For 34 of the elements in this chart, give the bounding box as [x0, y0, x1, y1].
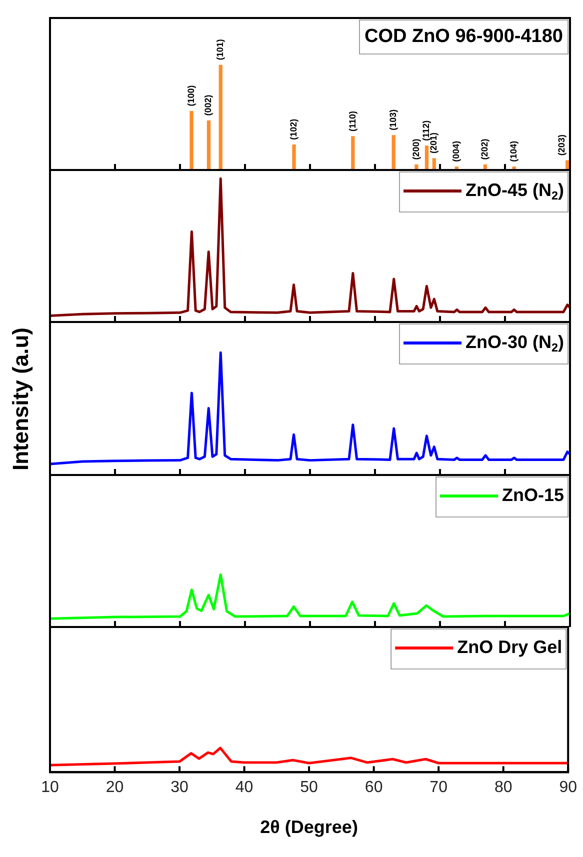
bar	[190, 110, 194, 170]
x-axis-title: 2θ (Degree)	[260, 817, 358, 838]
bar	[218, 64, 222, 170]
bar	[392, 135, 396, 170]
annotation: (110)	[347, 110, 358, 132]
annotation: (200)	[410, 138, 421, 160]
bar	[351, 136, 355, 170]
annotation: (104)	[508, 140, 519, 162]
annotation: (103)	[388, 109, 398, 130]
x-tick-label: 60	[364, 779, 383, 796]
x-tick-label: 20	[106, 779, 124, 796]
x-tick-label: 90	[559, 779, 578, 796]
y-axis-title: Intensity (a.u)	[8, 326, 34, 470]
annotation: (203)	[556, 134, 566, 156]
legend-label: ZnO Dry Gel	[457, 636, 562, 657]
bar	[424, 146, 429, 170]
annotation: (100)	[186, 85, 196, 106]
annotation: (002)	[203, 94, 214, 116]
chart-title: COD ZnO 96-900-4180	[364, 26, 564, 48]
legend-label: ZnO-15	[502, 484, 564, 505]
bar	[292, 144, 296, 170]
annotation: (102)	[288, 118, 298, 140]
x-tick-label: 40	[235, 779, 254, 796]
bar	[206, 120, 211, 170]
x-tick-label: 30	[170, 779, 189, 796]
annotation: (004)	[451, 140, 462, 162]
x-tick-label: 50	[300, 779, 318, 796]
x-tick-label: 10	[41, 779, 59, 796]
annotation: (112)	[421, 120, 432, 141]
annotation: (201)	[428, 132, 439, 154]
annotation: (202)	[480, 138, 490, 160]
x-tick-label: 70	[430, 779, 448, 796]
x-tick-label: 80	[494, 779, 512, 796]
annotation: (101)	[215, 39, 226, 60]
